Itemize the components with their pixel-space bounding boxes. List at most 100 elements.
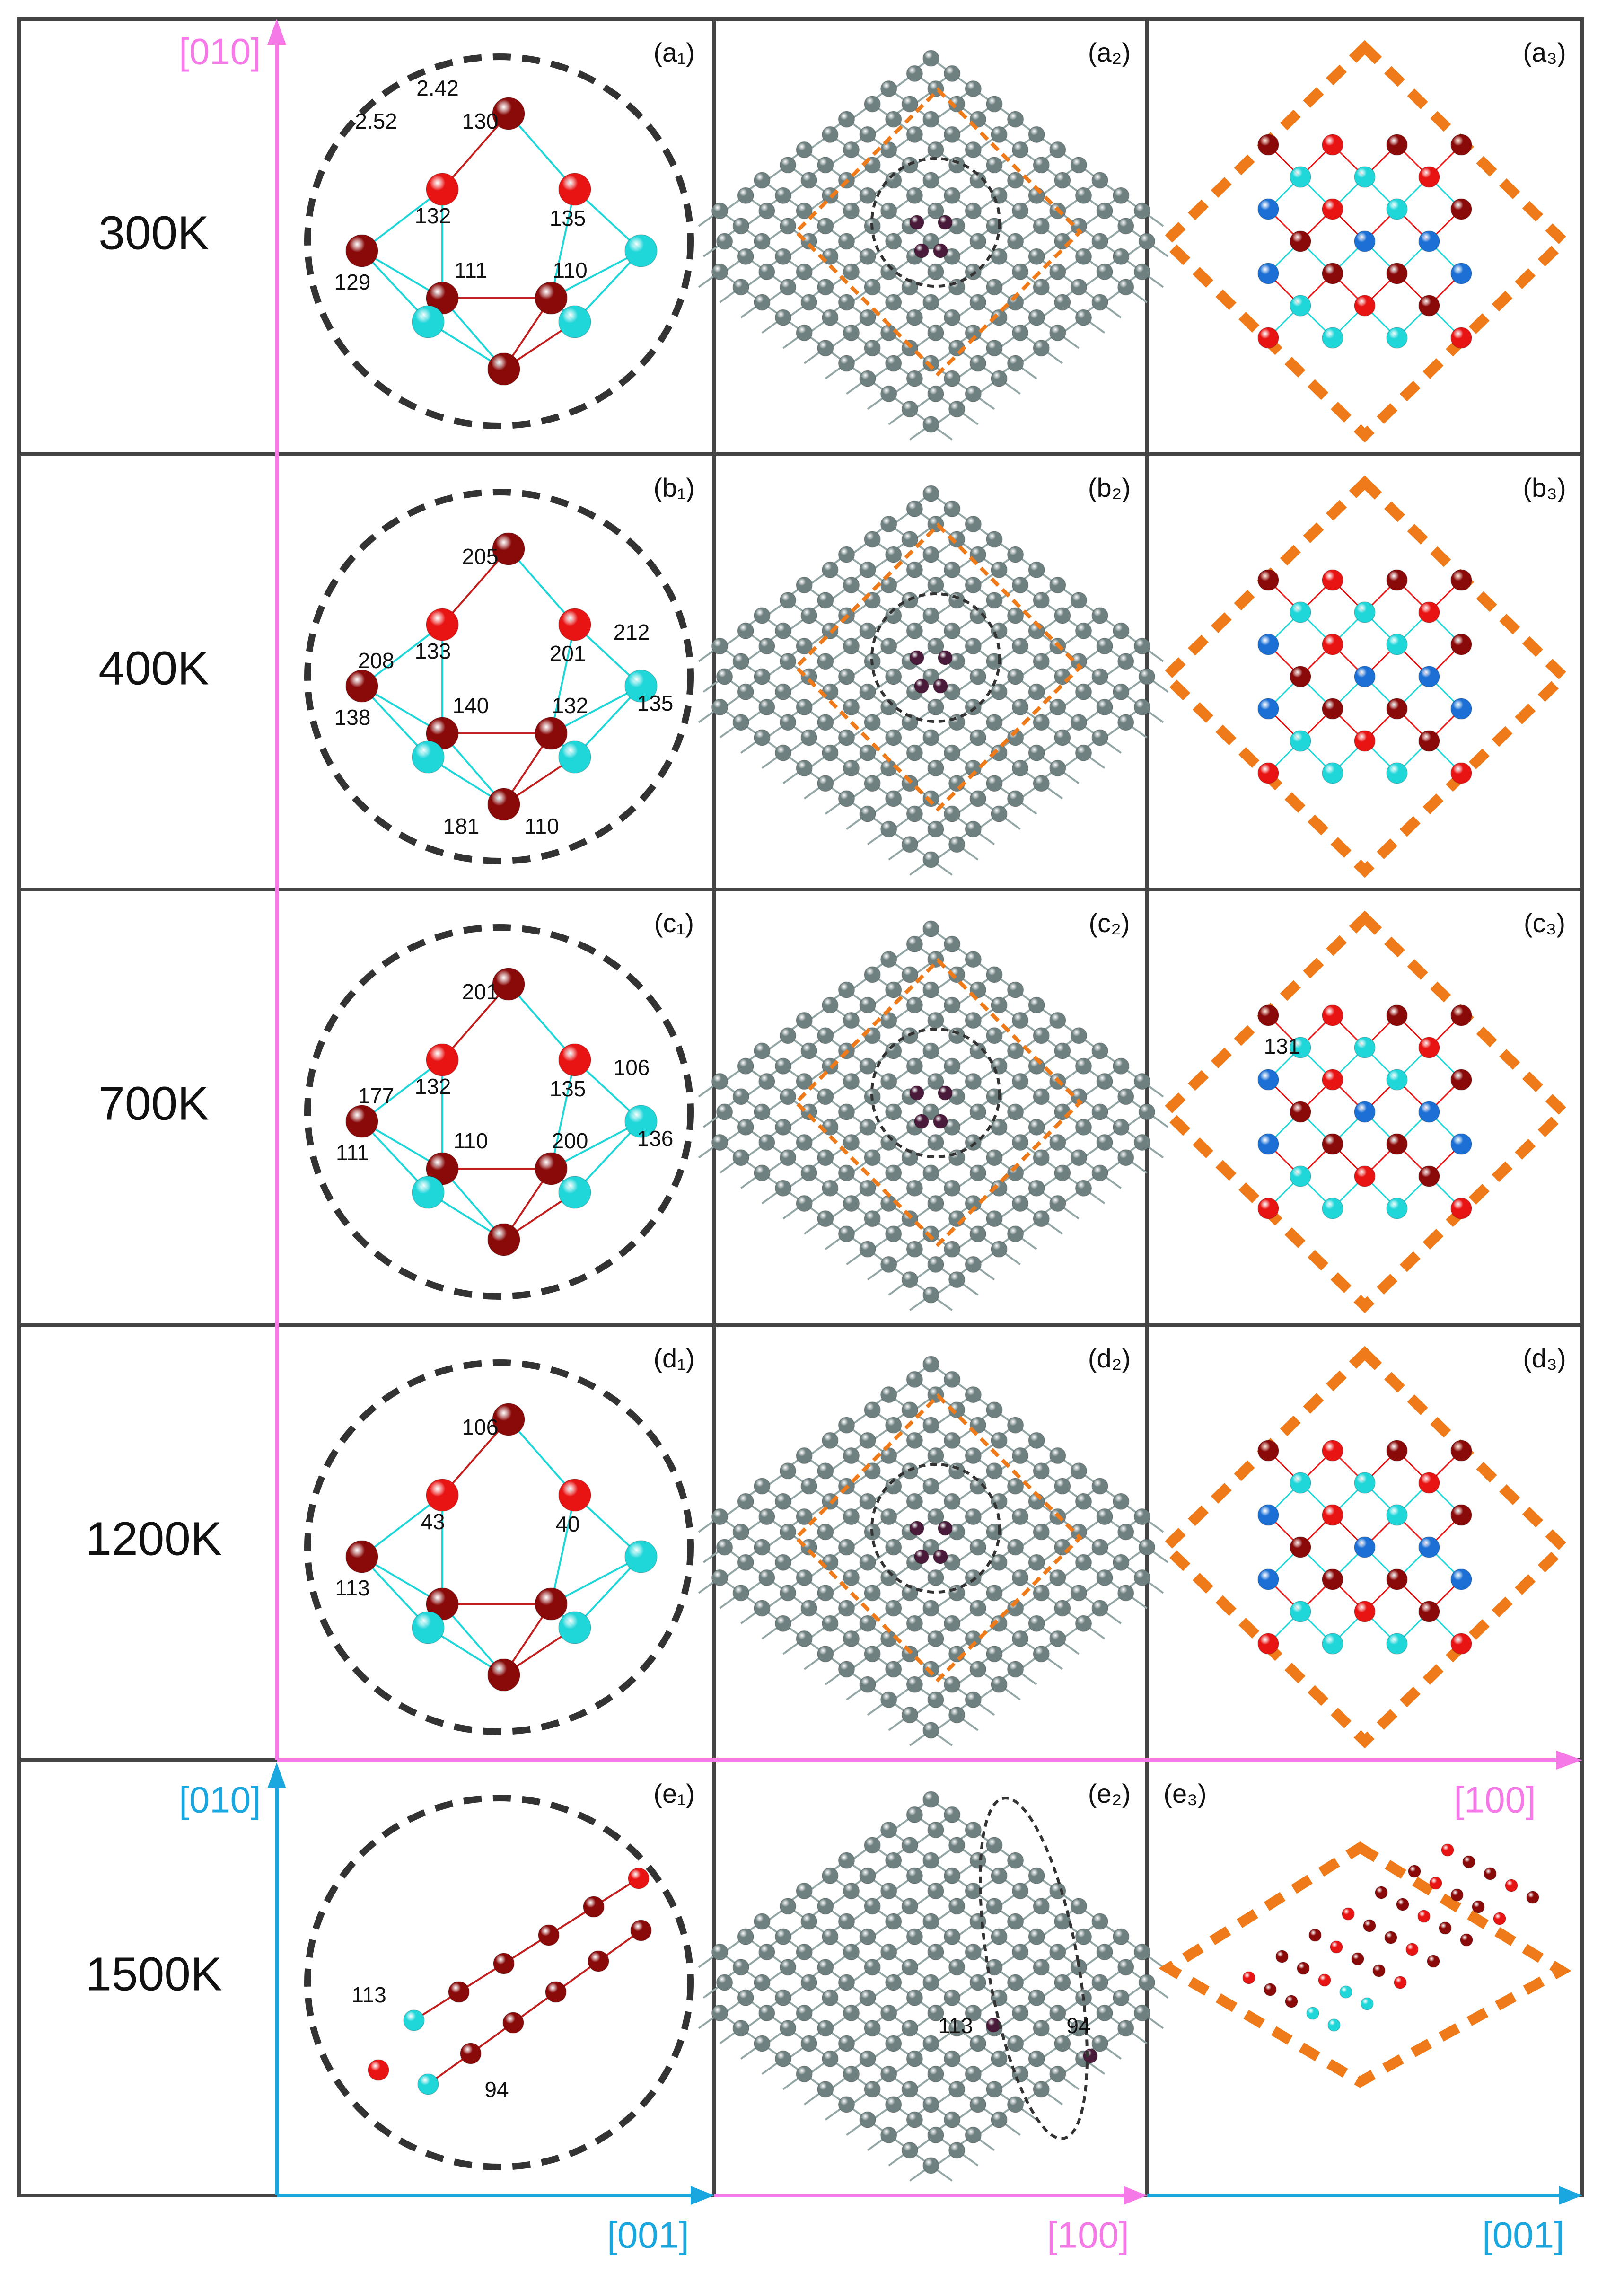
gray-atom [965, 1447, 982, 1464]
gray-atom [880, 1195, 897, 1212]
cluster-atom [1439, 1921, 1452, 1935]
gray-atom [758, 263, 775, 281]
gray-atom [906, 1615, 923, 1632]
gray-atom [859, 2050, 876, 2067]
gray-atom [965, 2065, 982, 2083]
gray-atom [1133, 2004, 1151, 2022]
text-layer: [010] [100] [010] [001] [100] [001] 300K (a₁) (a… [85, 31, 1566, 2256]
panel-label: (a₁) [653, 37, 694, 67]
gray-atom [732, 1149, 749, 1166]
gray-atom [965, 1386, 982, 1403]
gray-atom [906, 1432, 923, 1449]
gray-atom [901, 1584, 919, 1602]
bond [574, 1120, 642, 1193]
gray-atom [800, 1042, 817, 1059]
gray-atom [927, 1691, 944, 1709]
gray-atom [880, 202, 897, 220]
gray-atom [922, 111, 939, 128]
gray-atom [986, 1837, 1003, 1854]
gray-atom [838, 233, 855, 250]
gray-atom [1007, 2096, 1024, 2113]
bond [574, 250, 642, 323]
row-d [304, 1346, 1571, 1749]
atom-label: 131 [1264, 1034, 1300, 1058]
gray-atom [737, 1554, 754, 1571]
cluster-atom [1308, 1929, 1322, 1942]
gray-atom [800, 607, 817, 624]
cluster-atom [1418, 1037, 1440, 1058]
gray-atom [965, 2126, 982, 2144]
gray-atom [1011, 1073, 1029, 1090]
cluster-atom [1460, 1933, 1473, 1947]
gray-atom [922, 1103, 939, 1120]
gray-atom [817, 1959, 834, 1976]
gray-atom [927, 2126, 944, 2144]
gray-atom [991, 1493, 1008, 1510]
gray-atom [986, 1584, 1003, 1602]
cluster-atom [558, 1176, 591, 1209]
cluster-atom [1257, 634, 1279, 655]
cluster-atom [1322, 1633, 1343, 1655]
gray-atom [906, 744, 923, 761]
cluster-circle [304, 1795, 694, 2170]
cluster-atom [1257, 1133, 1279, 1155]
gray-atom [1133, 1943, 1151, 1961]
gray-atom [711, 698, 729, 716]
bond [574, 1556, 642, 1629]
gray-atom [774, 2050, 792, 2067]
atom-label: 132 [552, 693, 588, 718]
gray-atom [1075, 1493, 1092, 1510]
gray-atom [880, 1073, 897, 1090]
gray-atom [774, 1057, 792, 1075]
gray-atom [838, 1600, 855, 1617]
gray-atom [1070, 1149, 1088, 1166]
cluster-atom [1354, 1037, 1376, 1058]
gray-atom [1028, 1989, 1045, 2006]
gray-atom [885, 1103, 902, 1120]
gray-atom [943, 500, 961, 518]
gray-atom [737, 248, 754, 265]
bond [574, 685, 642, 758]
gray-atom [965, 576, 982, 594]
gray-atom [1054, 607, 1071, 624]
gray-atom [901, 1837, 919, 1854]
gray-atom [843, 576, 860, 594]
gray-atom [737, 683, 754, 700]
gray-atom [943, 1676, 961, 1693]
atom-label: 201 [550, 641, 586, 666]
gray-atom [927, 1569, 944, 1586]
gray-atom [948, 836, 966, 853]
gray-atom [1070, 592, 1088, 609]
gray-atom [838, 1417, 855, 1434]
cluster-atom [1290, 166, 1311, 188]
highlighted-atom [909, 1521, 924, 1536]
gray-atom [1028, 309, 1045, 326]
gray-atom [885, 981, 902, 998]
gray-atom [906, 1057, 923, 1075]
cluster-atom [1408, 1865, 1421, 1878]
gray-atom [1070, 1898, 1088, 1915]
gray-atom [822, 1180, 839, 1197]
gray-atom [1075, 622, 1092, 640]
gray-atom [796, 1882, 813, 1900]
gray-atom [1075, 309, 1092, 326]
gray-atom [922, 416, 939, 433]
gray-atom [774, 622, 792, 640]
gray-atom [1028, 1432, 1045, 1449]
gray-atom [822, 1615, 839, 1632]
gray-atom [754, 172, 771, 189]
panel-label: (a₂) [1088, 37, 1131, 67]
gray-atom [922, 2035, 939, 2052]
panel-label: (c₃) [1524, 908, 1565, 938]
bond [441, 1418, 509, 1496]
atom-label: 113 [938, 2013, 973, 2038]
gray-atom [922, 668, 939, 685]
cluster-atom [1290, 601, 1311, 623]
gray-atom [1096, 698, 1113, 716]
gray-atom [943, 2050, 961, 2067]
gray-atom [1049, 576, 1066, 594]
cluster-atom [1386, 1069, 1408, 1091]
gray-atom [1133, 202, 1151, 220]
gray-atom [754, 1600, 771, 1617]
cluster-atom [1418, 230, 1440, 252]
